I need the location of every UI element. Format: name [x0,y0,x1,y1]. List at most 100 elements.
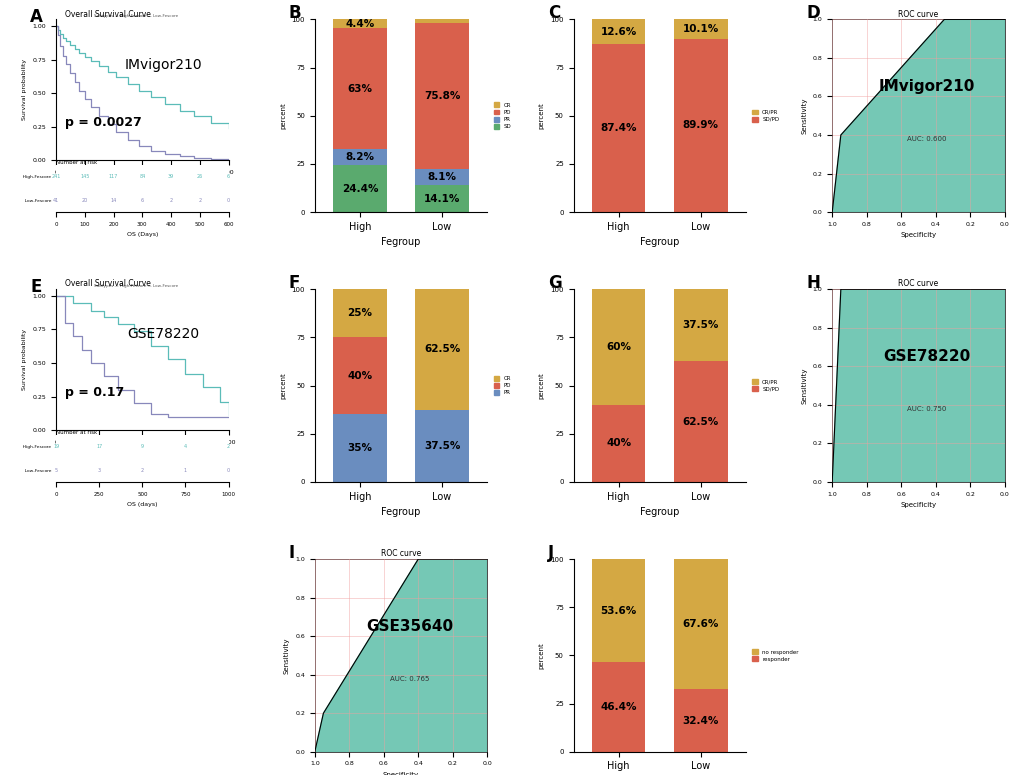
Text: 35%: 35% [347,443,372,453]
Text: AUC: 0.750: AUC: 0.750 [907,405,946,412]
Bar [674,689,727,752]
Legend: CR/PR, SD/PD: CR/PR, SD/PD [751,379,779,392]
X-axis label: OS (Days): OS (Days) [126,232,158,237]
Text: 2: 2 [227,444,230,450]
Text: 60%: 60% [605,342,631,352]
Text: 32.4%: 32.4% [682,715,718,725]
Text: I: I [288,543,294,562]
X-axis label: Specificity: Specificity [900,502,935,508]
Text: 26: 26 [197,174,203,179]
Text: D: D [806,4,819,22]
Bar [591,289,645,405]
Text: 53.6%: 53.6% [600,606,636,615]
Text: 5: 5 [54,467,58,473]
Bar [333,289,386,337]
Bar [415,169,469,185]
Polygon shape [832,289,1004,482]
Bar [333,150,386,165]
X-axis label: Specificity: Specificity [900,232,935,239]
Text: F: F [288,274,300,291]
Text: 14.1%: 14.1% [424,194,460,204]
Y-axis label: Sensitivity: Sensitivity [283,637,289,673]
X-axis label: Fegroup: Fegroup [640,507,679,517]
Y-axis label: percent: percent [538,642,544,669]
Text: A: A [31,8,43,26]
Text: 2: 2 [198,198,201,203]
Text: 8.1%: 8.1% [427,172,457,182]
Polygon shape [832,19,1004,212]
Text: 24.4%: 24.4% [341,184,378,194]
Text: 10.1%: 10.1% [682,24,718,34]
Y-axis label: percent: percent [538,372,544,399]
Y-axis label: percent: percent [280,372,285,399]
Bar [333,28,386,150]
X-axis label: OS (days): OS (days) [127,450,157,456]
Bar [333,165,386,212]
X-axis label: Fegroup: Fegroup [381,237,420,247]
Text: 145: 145 [81,174,90,179]
Text: 0: 0 [227,198,230,203]
Text: 17: 17 [96,444,102,450]
Text: p = 0.17: p = 0.17 [64,386,124,399]
Text: 41: 41 [53,198,59,203]
X-axis label: OS (Days): OS (Days) [126,181,158,186]
Bar [591,19,645,43]
Text: 8.2%: 8.2% [345,152,374,162]
Title: ROC curve: ROC curve [380,549,421,558]
Text: 3: 3 [98,467,101,473]
Text: AUC: 0.765: AUC: 0.765 [389,676,429,681]
Text: C: C [547,4,559,22]
Legend: no responder, responder: no responder, responder [751,649,798,662]
Text: 75.8%: 75.8% [424,91,460,102]
X-axis label: Fegroup: Fegroup [640,237,679,247]
Text: 63%: 63% [347,84,372,94]
Text: 62.5%: 62.5% [682,417,718,427]
Y-axis label: percent: percent [280,102,285,129]
Text: Overall Survival Curve: Overall Survival Curve [64,9,151,19]
Text: E: E [31,278,42,296]
Text: p = 0.0027: p = 0.0027 [64,116,142,129]
Text: 4.4%: 4.4% [345,19,374,29]
Bar [674,39,727,212]
Bar [674,559,727,689]
Text: 89.9%: 89.9% [682,120,718,130]
Polygon shape [315,559,487,752]
Bar [415,19,469,23]
Bar [674,361,727,482]
Text: 4: 4 [183,444,186,450]
Text: 2: 2 [169,198,172,203]
Text: B: B [288,4,302,22]
Text: 20: 20 [82,198,88,203]
Text: GSE78220: GSE78220 [126,327,199,341]
Bar [333,337,386,415]
X-axis label: Fegroup: Fegroup [381,507,420,517]
Text: IMvigor210: IMvigor210 [878,79,974,95]
Text: 62.5%: 62.5% [424,344,460,354]
X-axis label: OS (days): OS (days) [127,502,157,507]
X-axis label: Specificity: Specificity [382,772,419,775]
Text: 6: 6 [227,174,230,179]
Text: 37.5%: 37.5% [424,441,460,451]
Text: Overall Survival Curve: Overall Survival Curve [64,280,151,288]
Text: 19: 19 [53,444,59,450]
Legend: CR, PD, PR, SD: CR, PD, PR, SD [493,102,511,129]
Text: IMvigor210: IMvigor210 [124,57,202,71]
Bar [674,289,727,361]
Text: 39: 39 [168,174,174,179]
Text: 46.4%: 46.4% [600,702,636,712]
Y-axis label: Survival probability: Survival probability [22,329,28,391]
Text: Subtypes — High-Fescore — Low-Fescore: Subtypes — High-Fescore — Low-Fescore [94,284,178,288]
Text: 40%: 40% [605,439,631,449]
Text: 67.6%: 67.6% [682,619,718,629]
Bar [415,410,469,482]
Text: Subtypes — High-Fescore — Low-Fescore: Subtypes — High-Fescore — Low-Fescore [94,14,178,18]
Y-axis label: Sensitivity: Sensitivity [800,98,806,134]
Legend: CR/PR, SD/PD: CR/PR, SD/PD [751,109,779,122]
Bar [415,289,469,410]
Text: 40%: 40% [347,371,372,381]
Bar [415,23,469,169]
Bar [333,415,386,482]
Title: ROC curve: ROC curve [898,280,937,288]
Title: ROC curve: ROC curve [898,9,937,19]
Text: 14: 14 [110,198,116,203]
